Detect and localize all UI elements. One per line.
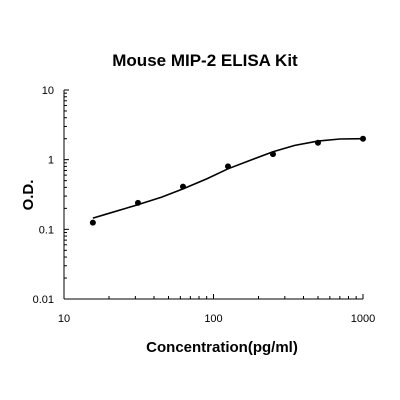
data-point: [179, 183, 186, 190]
data-point: [134, 199, 141, 206]
fit-curve-layer: [92, 137, 364, 219]
y-axis-label: O.D.: [20, 180, 37, 211]
fit-curve-line: [92, 137, 364, 219]
y-tick-label: 0.01: [33, 294, 54, 306]
y-tick-label: 10: [42, 85, 54, 97]
chart-title: Mouse MIP-2 ELISA Kit: [112, 51, 298, 70]
data-point: [360, 135, 366, 142]
y-tick-label: 1: [48, 155, 54, 167]
plot-axes: [63, 89, 364, 300]
x-tick-label: 1000: [351, 313, 375, 325]
data-point: [224, 163, 231, 170]
data-points: [89, 135, 366, 226]
x-tick-label: 10: [58, 313, 70, 325]
data-point: [269, 151, 276, 158]
y-tick-label: 0.1: [39, 224, 54, 236]
data-point: [89, 219, 96, 226]
x-axis-label: Concentration(pg/ml): [146, 339, 298, 356]
tick-labels: 10 1 0.1 0.01 10 100 1000: [33, 85, 376, 325]
x-tick-label: 100: [204, 313, 222, 325]
data-point: [314, 139, 321, 146]
